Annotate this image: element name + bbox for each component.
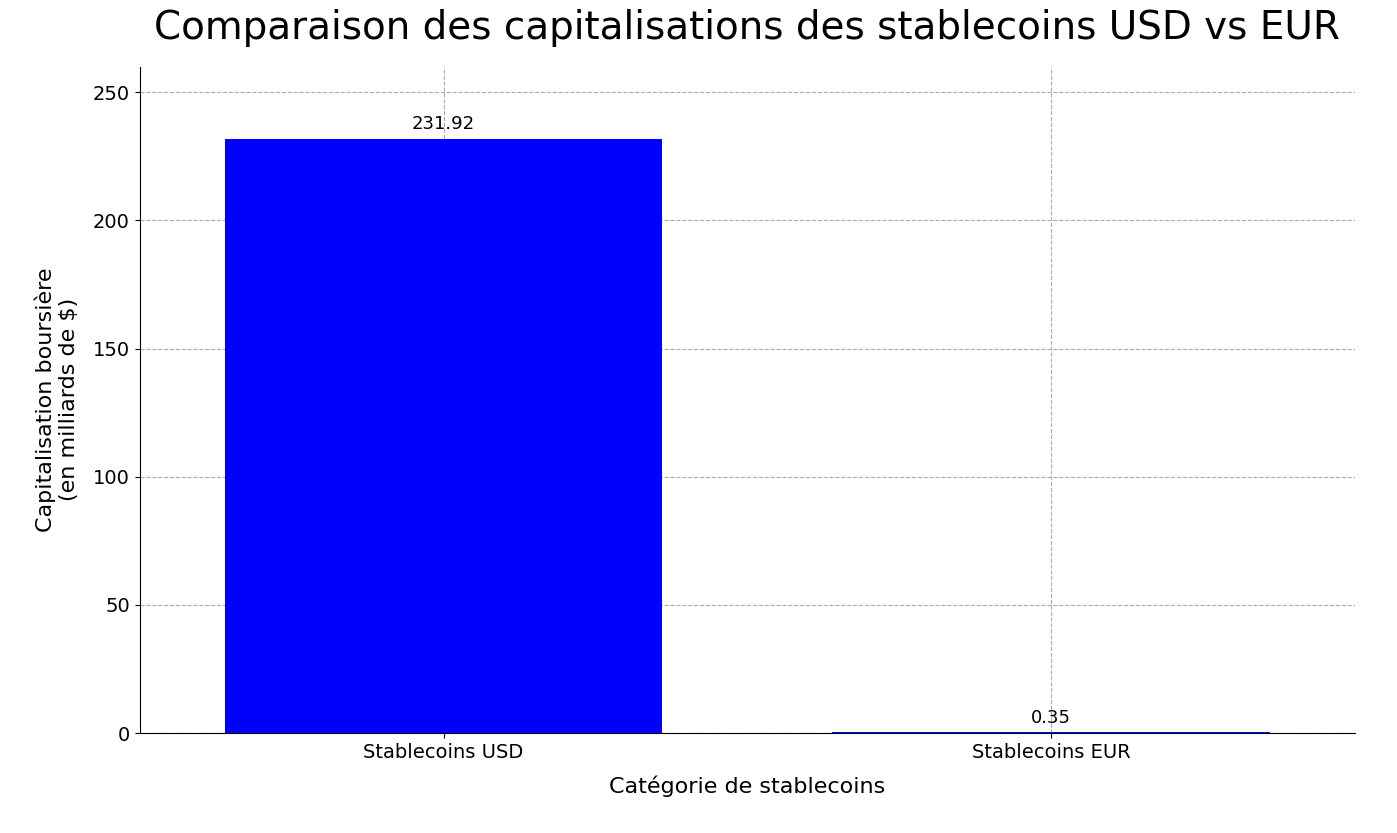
Text: 0.35: 0.35: [1031, 709, 1071, 727]
X-axis label: Catégorie de stablecoins: Catégorie de stablecoins: [609, 776, 886, 797]
Title: Comparaison des capitalisations des stablecoins USD vs EUR: Comparaison des capitalisations des stab…: [155, 9, 1340, 47]
Bar: [833, 732, 1270, 733]
Bar: [225, 138, 662, 733]
Y-axis label: Capitalisation boursière
(en milliards de $): Capitalisation boursière (en milliards d…: [35, 267, 80, 532]
Text: 231.92: 231.92: [412, 116, 475, 133]
